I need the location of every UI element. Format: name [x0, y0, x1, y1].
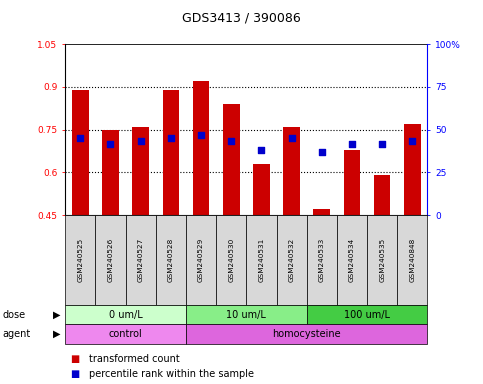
Bar [397, 215, 427, 305]
Text: ■: ■ [70, 369, 79, 379]
Bar [156, 215, 186, 305]
Text: GSM240531: GSM240531 [258, 238, 264, 282]
Point [348, 141, 356, 147]
Text: GSM240529: GSM240529 [198, 238, 204, 282]
Text: GSM240535: GSM240535 [379, 238, 385, 282]
Point [318, 149, 326, 156]
Point [227, 138, 235, 144]
Bar [367, 215, 397, 305]
Bar [126, 215, 156, 305]
Text: GSM240534: GSM240534 [349, 238, 355, 282]
Bar [344, 149, 360, 215]
Text: GSM240528: GSM240528 [168, 238, 174, 282]
Point [137, 138, 144, 144]
Text: agent: agent [2, 329, 30, 339]
Point [409, 138, 416, 144]
Bar [313, 209, 330, 215]
Point [288, 135, 296, 141]
Bar [186, 305, 307, 324]
Bar [193, 81, 209, 215]
Bar [186, 324, 427, 344]
Bar [132, 127, 149, 215]
Point [107, 141, 114, 147]
Bar [337, 215, 367, 305]
Text: GSM240533: GSM240533 [319, 238, 325, 282]
Point [76, 135, 84, 141]
Bar [65, 215, 96, 305]
Bar [216, 215, 246, 305]
Text: GSM240525: GSM240525 [77, 238, 83, 282]
Point [378, 141, 386, 147]
Bar [65, 324, 186, 344]
Text: ■: ■ [70, 354, 79, 364]
Text: ▶: ▶ [53, 329, 60, 339]
Bar [374, 175, 390, 215]
Text: 0 um/L: 0 um/L [109, 310, 142, 320]
Text: GSM240532: GSM240532 [289, 238, 295, 282]
Text: control: control [109, 329, 142, 339]
Bar [284, 127, 300, 215]
Bar [223, 104, 240, 215]
Text: GDS3413 / 390086: GDS3413 / 390086 [182, 12, 301, 25]
Point [257, 146, 265, 152]
Bar [307, 305, 427, 324]
Text: percentile rank within the sample: percentile rank within the sample [89, 369, 255, 379]
Bar [276, 215, 307, 305]
Text: 10 um/L: 10 um/L [227, 310, 266, 320]
Bar [246, 215, 276, 305]
Bar [65, 305, 186, 324]
Bar [404, 124, 421, 215]
Bar [72, 90, 88, 215]
Text: GSM240526: GSM240526 [108, 238, 114, 282]
Text: 100 um/L: 100 um/L [344, 310, 390, 320]
Text: dose: dose [2, 310, 26, 320]
Text: GSM240530: GSM240530 [228, 238, 234, 282]
Bar [186, 215, 216, 305]
Point [167, 135, 175, 141]
Bar [253, 164, 270, 215]
Text: GSM240848: GSM240848 [410, 238, 415, 282]
Text: homocysteine: homocysteine [272, 329, 341, 339]
Bar [307, 215, 337, 305]
Text: ▶: ▶ [53, 310, 60, 320]
Bar [163, 90, 179, 215]
Bar [96, 215, 126, 305]
Bar [102, 130, 119, 215]
Point [197, 132, 205, 138]
Text: transformed count: transformed count [89, 354, 180, 364]
Text: GSM240527: GSM240527 [138, 238, 143, 282]
